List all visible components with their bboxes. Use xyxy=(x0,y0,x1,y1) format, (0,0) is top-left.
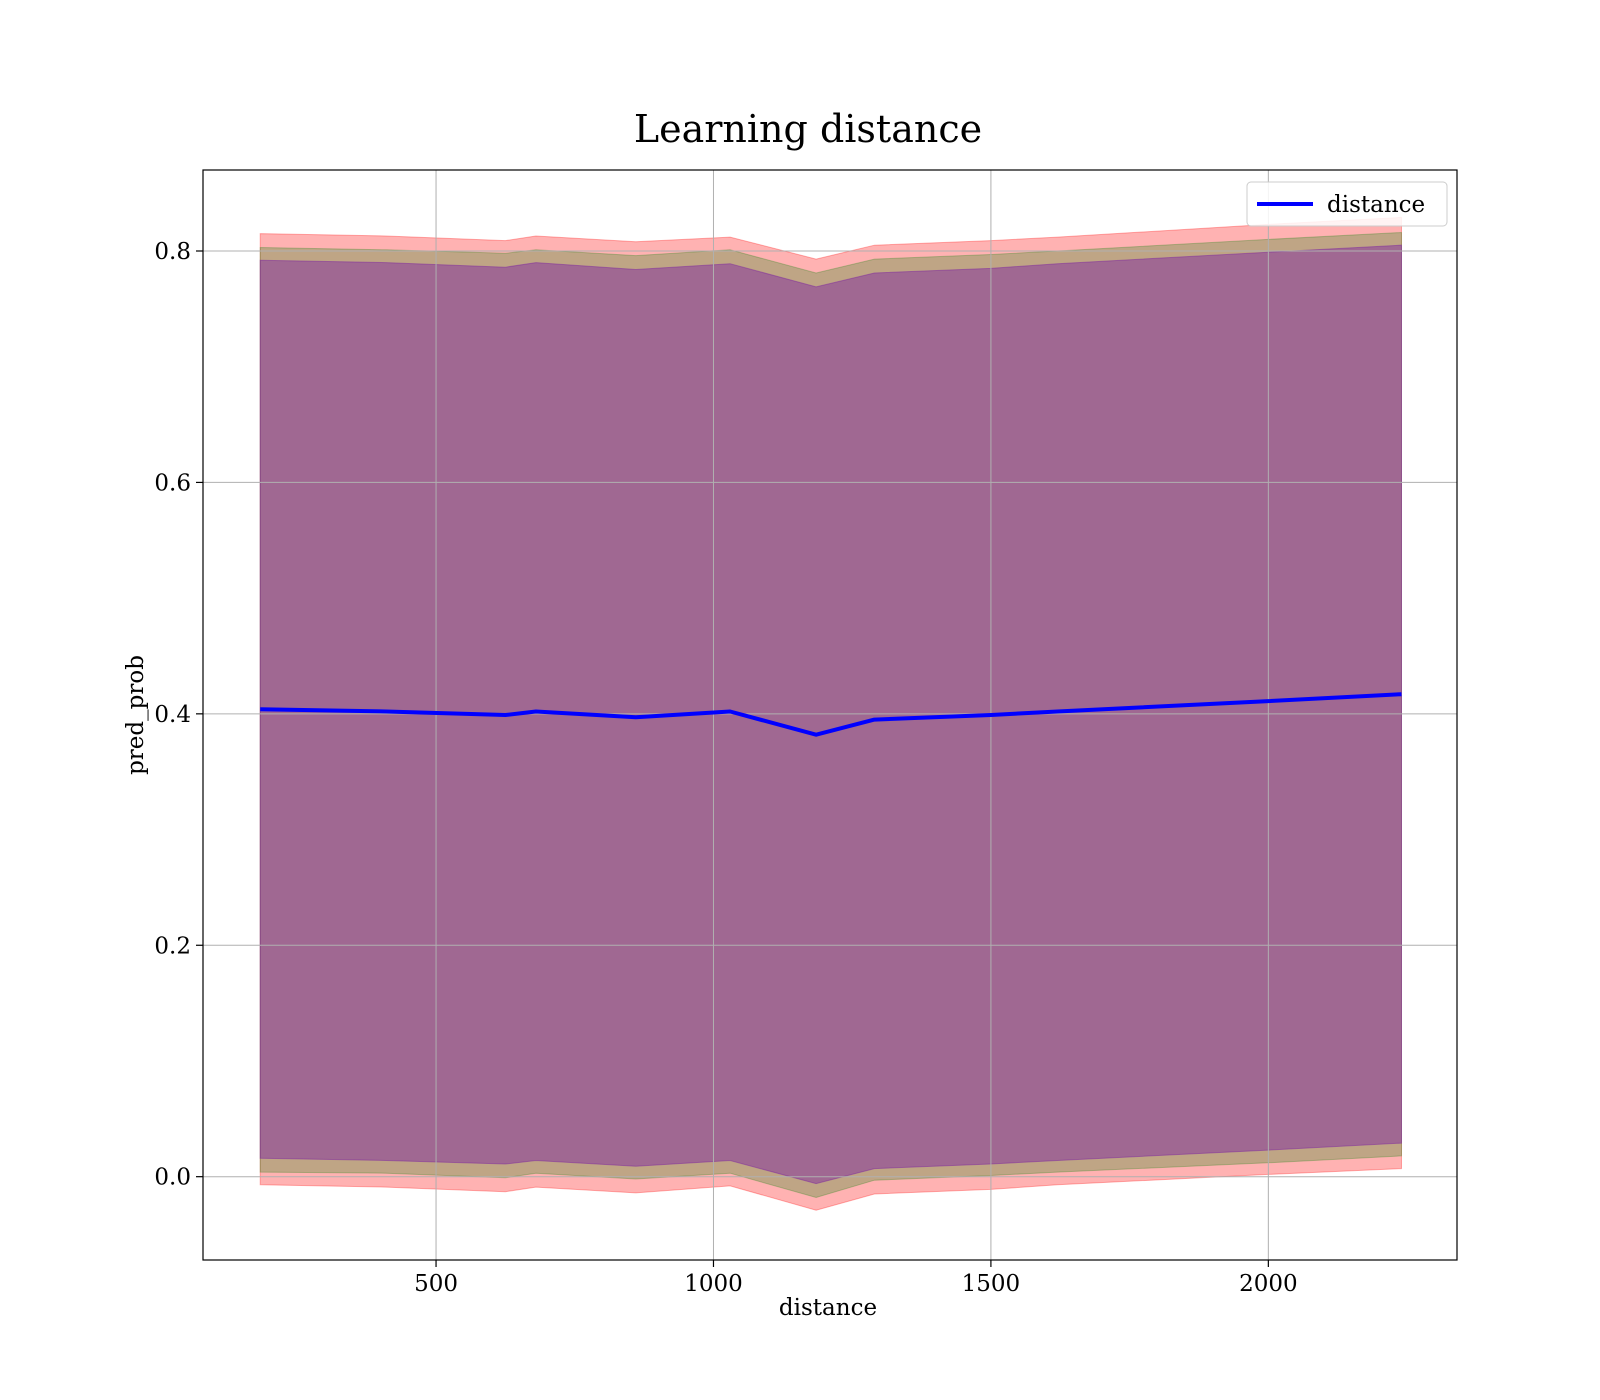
x-tick-label: 1500 xyxy=(962,1271,1021,1297)
y-tick-label: 0.6 xyxy=(154,470,191,496)
x-axis-label: distance xyxy=(779,1295,877,1321)
confidence-band-2 xyxy=(259,231,1402,1199)
axes-frame xyxy=(202,169,1458,1261)
legend-label: distance xyxy=(1327,192,1425,218)
x-tick-label: 2000 xyxy=(1239,1271,1298,1297)
confidence-band-3 xyxy=(259,244,1402,1185)
y-axis-label: pred_prob xyxy=(123,655,149,775)
y-tick-label: 0.0 xyxy=(154,1165,191,1191)
plot-area: 500 1000 1500 2000 0.0 0.2 0.4 0.6 0.8 distance xyxy=(154,169,1458,1297)
y-tick-label: 0.8 xyxy=(154,239,191,265)
x-tick-label: 1000 xyxy=(684,1271,743,1297)
x-tick-label: 500 xyxy=(414,1271,458,1297)
series-line-distance xyxy=(260,692,1402,737)
legend-box xyxy=(1246,181,1448,227)
chart-title: Learning distance xyxy=(634,107,982,151)
y-tick-label: 0.4 xyxy=(154,702,191,728)
y-tick-label: 0.2 xyxy=(154,933,191,959)
